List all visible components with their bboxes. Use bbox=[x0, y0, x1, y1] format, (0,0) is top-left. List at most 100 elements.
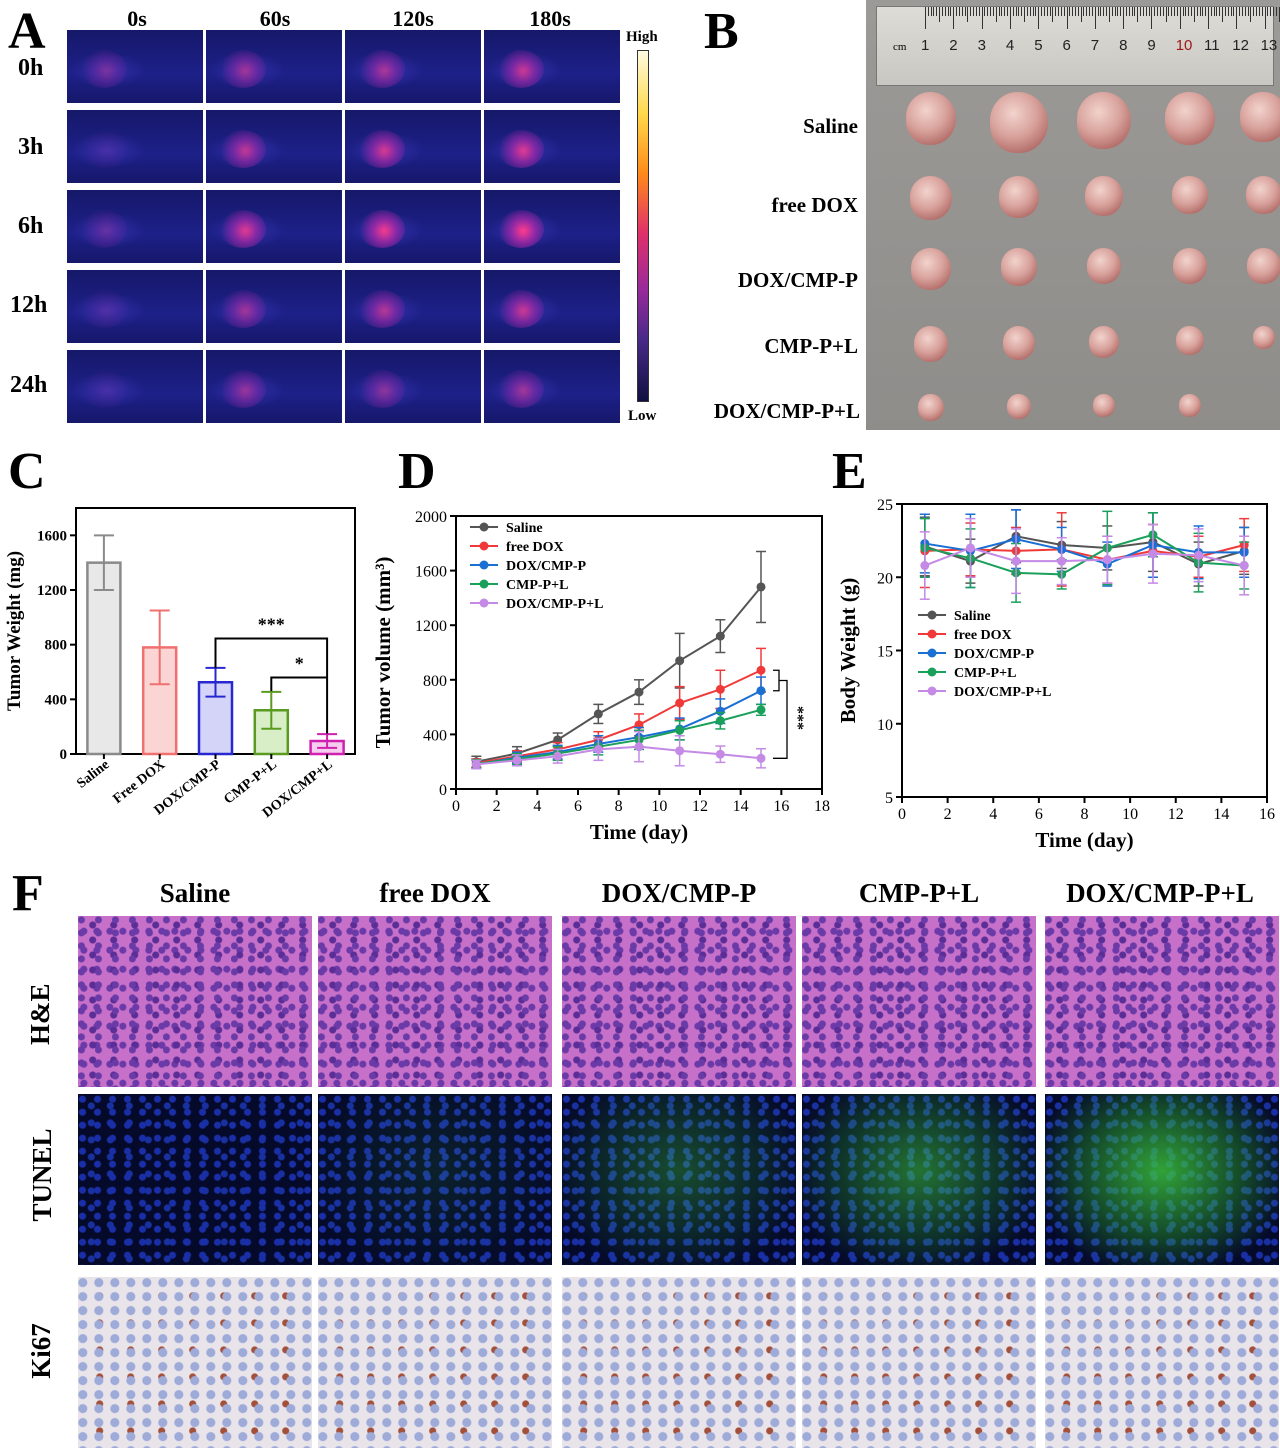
ruler-tick bbox=[1196, 7, 1198, 16]
hotspot bbox=[81, 210, 127, 248]
x-tick-label: 4 bbox=[989, 806, 997, 823]
ruler-tick bbox=[1273, 7, 1275, 16]
tumor-specimen bbox=[1240, 92, 1280, 143]
series-line bbox=[924, 546, 1245, 567]
data-point bbox=[471, 759, 481, 769]
histology-row-ki67: Ki67 bbox=[26, 1323, 56, 1379]
ruler-tick bbox=[1069, 7, 1071, 16]
x-axis-label: Time (day) bbox=[590, 820, 688, 844]
ruler-tick bbox=[925, 7, 926, 29]
thermal-image bbox=[206, 110, 342, 183]
ruler-tick bbox=[1134, 7, 1136, 16]
ruler-tick bbox=[1154, 7, 1156, 16]
ruler-tick bbox=[998, 7, 1000, 16]
ruler-tick bbox=[1091, 7, 1093, 16]
y-tick-label: 800 bbox=[45, 638, 68, 654]
data-point bbox=[1148, 549, 1158, 559]
ruler-tick bbox=[1142, 7, 1144, 16]
legend-label: DOX/CMP-P+L bbox=[954, 685, 1051, 700]
ruler-number: 13 bbox=[1260, 37, 1278, 54]
thermal-image bbox=[67, 190, 203, 263]
thermal-image bbox=[345, 30, 481, 103]
y-axis-label: Tumor Weight (mg) bbox=[4, 551, 25, 711]
panel-label-d: D bbox=[398, 443, 436, 500]
legend-marker bbox=[927, 610, 937, 620]
legend-label: DOX/CMP-P bbox=[506, 559, 587, 574]
panel-label-a: A bbox=[8, 3, 46, 60]
tunel-stain-image bbox=[562, 1094, 796, 1265]
ki67-stain-image bbox=[1045, 1277, 1279, 1448]
ruler-tick bbox=[1063, 7, 1065, 16]
data-point bbox=[593, 744, 603, 754]
panel-label-b: B bbox=[704, 3, 739, 60]
y-tick-label: 1200 bbox=[37, 583, 67, 599]
ruler-tick bbox=[1247, 7, 1249, 16]
ruler-tick bbox=[1066, 7, 1068, 29]
data-point bbox=[675, 698, 685, 708]
he-stain-image bbox=[318, 916, 552, 1087]
tunel-stain-image bbox=[78, 1094, 312, 1265]
histology-col-dox-cmp-p: DOX/CMP-P bbox=[601, 878, 757, 908]
hotspot bbox=[359, 130, 405, 168]
tunel-stain-image bbox=[802, 1094, 1036, 1265]
y-tick-label: 400 bbox=[45, 692, 68, 708]
ruler-tick bbox=[1072, 7, 1074, 16]
series-line bbox=[476, 669, 762, 765]
tumor-specimen bbox=[1253, 326, 1275, 350]
ruler-tick bbox=[1100, 7, 1102, 16]
tumor-specimen bbox=[918, 394, 944, 422]
thermal-image bbox=[484, 270, 620, 343]
tumor-specimen bbox=[1085, 176, 1123, 216]
significance-label: * bbox=[295, 653, 304, 673]
ruler-tick bbox=[1123, 7, 1125, 29]
col-label-60s: 60s bbox=[259, 6, 291, 31]
ruler-tick bbox=[1038, 7, 1040, 29]
hotspot bbox=[359, 290, 405, 328]
ruler-unit: cm bbox=[893, 41, 907, 53]
ruler-tick bbox=[1258, 7, 1260, 16]
significance-label: *** bbox=[789, 706, 806, 730]
ruler-tick bbox=[1168, 7, 1170, 16]
group-label-free-dox: free DOX bbox=[771, 193, 859, 217]
ruler-tick bbox=[1261, 7, 1263, 16]
ruler-tick bbox=[1108, 7, 1110, 22]
ruler-tick bbox=[1140, 7, 1142, 16]
data-point bbox=[512, 755, 522, 765]
x-tick-label: 14 bbox=[1213, 806, 1229, 823]
legend-marker bbox=[479, 598, 489, 608]
ruler-tick bbox=[1253, 7, 1255, 16]
data-point bbox=[1102, 555, 1112, 565]
group-label-cmp-p-l: CMP-P+L bbox=[764, 334, 858, 358]
ruler-tick bbox=[1074, 7, 1076, 16]
ruler-tick bbox=[1083, 7, 1085, 16]
ruler-tick bbox=[1278, 7, 1280, 22]
hotspot bbox=[498, 290, 544, 328]
thermal-image bbox=[484, 190, 620, 263]
body-weight-line-chart: 0 2 4 6 8 10 12 14 16 5 10 15 20 25 Time (day) Body Wei… bbox=[836, 497, 1275, 852]
legend-label: CMP-P+L bbox=[506, 578, 568, 593]
histology-col-saline: Saline bbox=[159, 878, 231, 908]
ruler-tick bbox=[944, 7, 946, 16]
row-label-0h: 0h bbox=[18, 55, 44, 81]
ruler-number: 11 bbox=[1204, 37, 1220, 54]
ruler-tick bbox=[992, 7, 994, 16]
ruler-tick bbox=[939, 7, 941, 22]
ruler-tick bbox=[1222, 7, 1224, 22]
ruler-tick bbox=[1114, 7, 1116, 16]
group-label-dox-cmp-p-l: DOX/CMP-P+L bbox=[713, 399, 860, 423]
ki67-stain-image bbox=[802, 1277, 1036, 1448]
ruler-tick bbox=[1131, 7, 1133, 16]
ruler-tick bbox=[1210, 7, 1212, 16]
data-point bbox=[715, 749, 725, 759]
x-tick-label: 8 bbox=[1081, 806, 1089, 823]
data-point bbox=[715, 684, 725, 694]
hotspot bbox=[498, 370, 544, 408]
tumor-specimen bbox=[1093, 394, 1115, 418]
data-point bbox=[1194, 550, 1204, 560]
ruler-tick bbox=[1148, 7, 1150, 16]
color-scale-low: Low bbox=[628, 408, 657, 424]
ruler-tick bbox=[958, 7, 960, 16]
he-stain-image bbox=[562, 916, 796, 1087]
ruler-tick bbox=[1227, 7, 1229, 16]
hotspot bbox=[220, 210, 266, 248]
